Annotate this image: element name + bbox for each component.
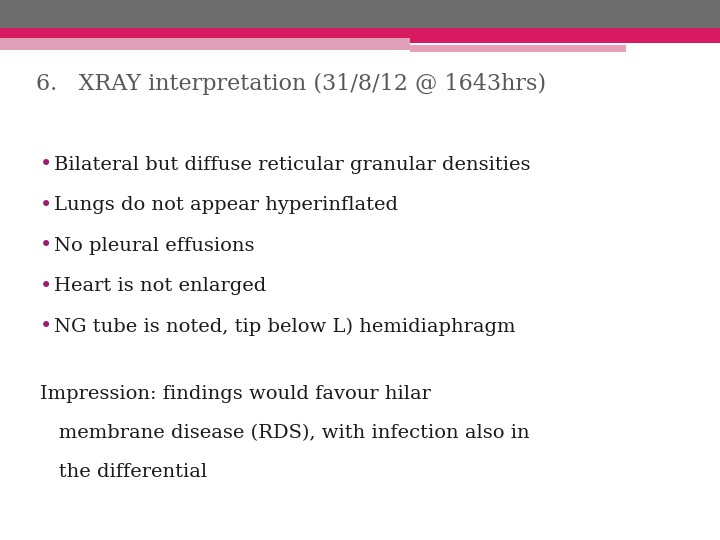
Text: NG tube is noted, tip below L) hemidiaphragm: NG tube is noted, tip below L) hemidiaph… (54, 318, 516, 336)
Text: •: • (40, 317, 52, 336)
Text: •: • (40, 276, 52, 296)
Bar (0, 28, 720, 38)
Text: Bilateral but diffuse reticular granular densities: Bilateral but diffuse reticular granular… (54, 156, 531, 174)
Bar (0, 0, 720, 28)
Bar (410, 45, 626, 52)
Text: •: • (40, 155, 52, 174)
Text: the differential: the differential (40, 463, 207, 481)
Text: Heart is not enlarged: Heart is not enlarged (54, 277, 266, 295)
Text: Impression: findings would favour hilar: Impression: findings would favour hilar (40, 385, 431, 403)
Text: membrane disease (RDS), with infection also in: membrane disease (RDS), with infection a… (40, 424, 529, 442)
Text: Lungs do not appear hyperinflated: Lungs do not appear hyperinflated (54, 196, 398, 214)
Text: •: • (40, 195, 52, 215)
Bar (0, 38, 410, 50)
Bar (410, 37, 720, 43)
Text: 6.   XRAY interpretation (31/8/12 @ 1643hrs): 6. XRAY interpretation (31/8/12 @ 1643hr… (36, 73, 546, 94)
Text: •: • (40, 236, 52, 255)
Text: No pleural effusions: No pleural effusions (54, 237, 254, 255)
